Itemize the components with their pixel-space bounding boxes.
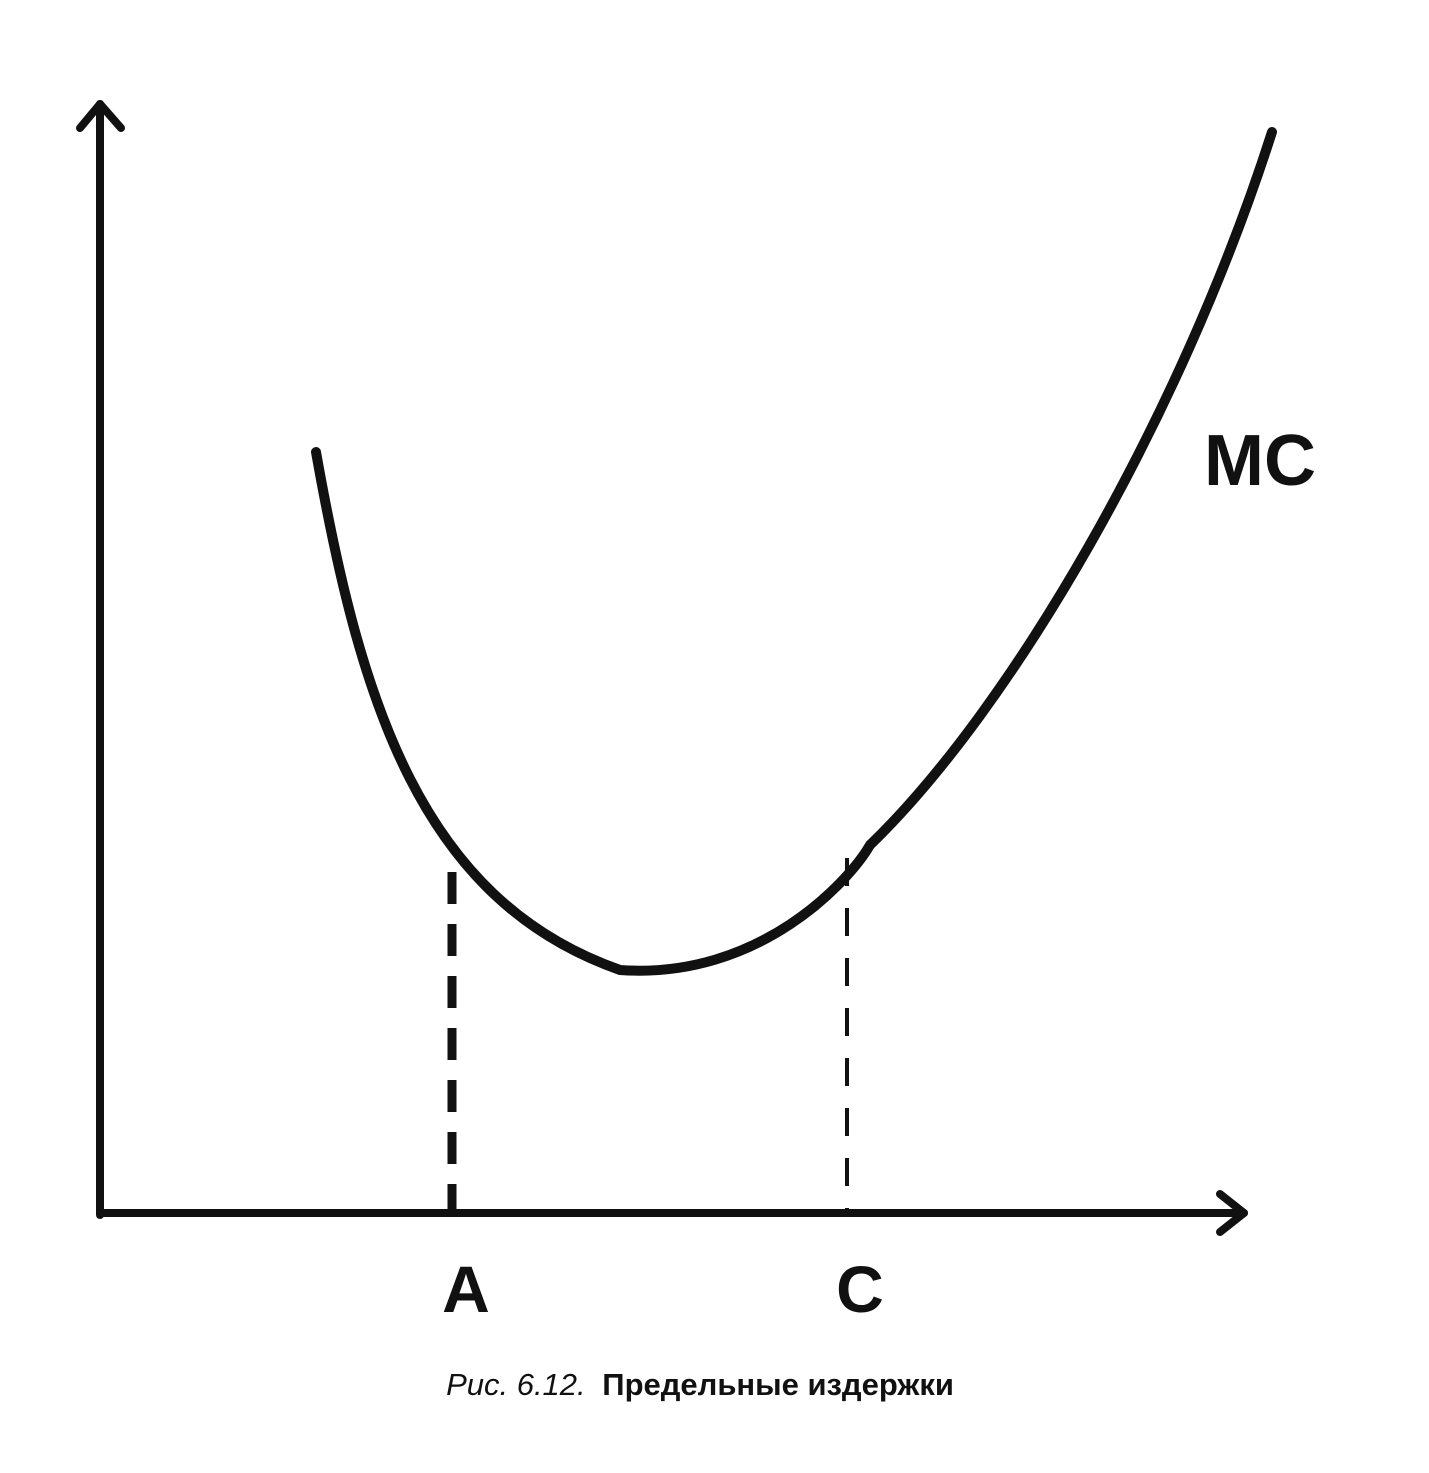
caption: Рис. 6.12. Предельные издержки <box>446 1367 954 1402</box>
x-label: C <box>836 1252 884 1326</box>
caption-number: Рис. 6.12. <box>446 1367 586 1402</box>
mc-curve <box>311 127 1277 976</box>
x-label: A <box>442 1252 490 1326</box>
curve-label: MC <box>1204 421 1316 501</box>
caption-title: Предельные издержки <box>602 1367 954 1402</box>
axes <box>76 100 1248 1236</box>
y-axis-arrow <box>76 100 125 132</box>
x-axis-arrow <box>1216 1190 1248 1236</box>
